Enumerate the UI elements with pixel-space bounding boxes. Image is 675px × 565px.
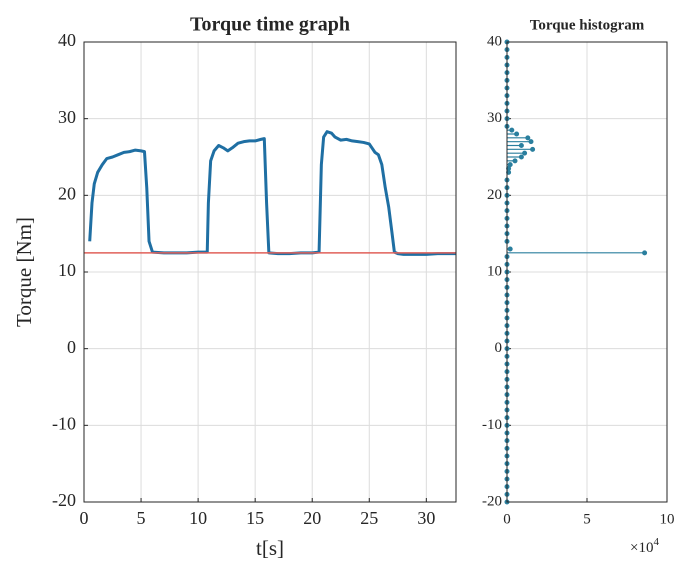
chart-title: Torque time graph [190, 14, 350, 36]
stem [507, 150, 528, 156]
stem-marker [518, 143, 524, 148]
stem [507, 143, 524, 148]
stem-marker [512, 158, 518, 164]
x-exponent: 4 [653, 536, 659, 548]
y-axis-label: Torque [Nm] [12, 217, 36, 327]
x-tick-label: 25 [360, 508, 378, 528]
stem [507, 139, 534, 145]
y-tick-label: -10 [482, 417, 502, 433]
y-tick-label: -20 [482, 493, 502, 509]
x-tick-label: 5 [137, 508, 146, 528]
y-tick-label: 30 [58, 107, 76, 127]
y-tick-label: 0 [67, 337, 76, 357]
x-tick-label: 0 [80, 508, 89, 528]
y-tick-label: 20 [58, 183, 76, 203]
y-tick-label: -10 [52, 413, 76, 433]
x-tick-label: 0 [503, 511, 511, 527]
stem-marker [518, 154, 524, 160]
stem [507, 127, 515, 133]
stem-marker [525, 135, 531, 141]
stem [507, 131, 520, 137]
stem [507, 246, 513, 252]
stem [507, 162, 513, 168]
stem-marker [642, 250, 648, 256]
x-axis-label: t[s] [256, 536, 284, 560]
x-exponent-label: ×104 [630, 536, 659, 557]
stem-marker [507, 162, 513, 168]
y-tick-label: 10 [58, 260, 76, 280]
stem [507, 158, 518, 164]
x-multiplier: ×10 [630, 540, 653, 556]
axes-frame [506, 41, 668, 503]
y-tick-label: 20 [487, 187, 502, 203]
stem [507, 146, 536, 152]
stem-marker [528, 139, 534, 145]
x-tick-label: 5 [583, 511, 591, 527]
y-tick-label: 0 [495, 340, 503, 356]
x-tick-label: 20 [303, 508, 321, 528]
stem [507, 154, 524, 160]
y-tick-label: 40 [58, 30, 76, 50]
stem-marker [509, 127, 515, 133]
stem [507, 250, 648, 256]
stem-marker [514, 131, 520, 137]
y-tick-label: 30 [487, 110, 502, 126]
x-tick-label: 10 [660, 511, 675, 527]
torque-line [88, 130, 456, 256]
y-tick-label: -20 [52, 490, 76, 510]
chart-title: Torque histogram [530, 17, 645, 33]
stem-marker [522, 150, 528, 156]
stem [507, 135, 531, 141]
x-tick-label: 30 [417, 508, 435, 528]
y-tick-label: 10 [487, 263, 502, 279]
stem-marker [530, 146, 536, 152]
stem-marker [507, 246, 513, 252]
x-tick-label: 10 [189, 508, 207, 528]
axes-frame [83, 41, 457, 503]
y-tick-label: 40 [487, 33, 502, 49]
x-tick-label: 15 [246, 508, 264, 528]
